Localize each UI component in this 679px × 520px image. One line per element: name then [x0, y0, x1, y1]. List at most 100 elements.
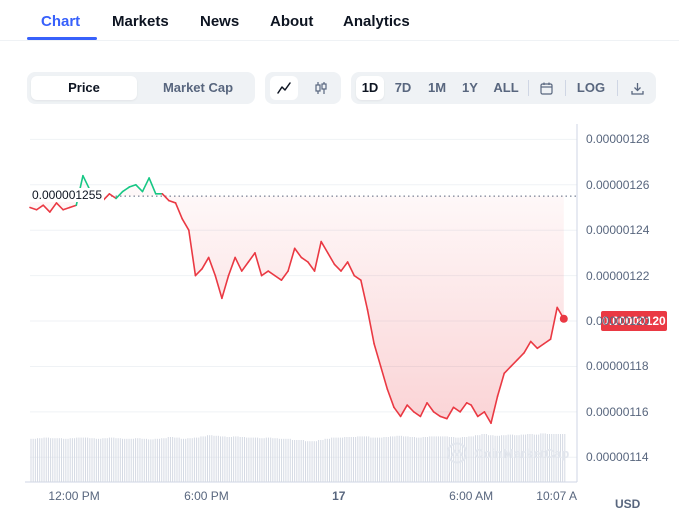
volume-bar: [250, 437, 252, 482]
price-line-segment: [333, 263, 342, 272]
volume-bar: [139, 438, 141, 482]
range-1m-button[interactable]: 1M: [427, 80, 447, 95]
volume-bar: [440, 436, 442, 482]
volume-bar: [368, 436, 370, 482]
price-markers: [559, 314, 568, 323]
volume-bar: [422, 437, 424, 482]
volume-bar: [98, 438, 100, 482]
volume-bar: [322, 440, 324, 482]
volume-bar: [453, 437, 455, 482]
volume-bar: [296, 440, 298, 482]
volume-bar: [311, 441, 313, 482]
y-axis-tick: 0.00000120: [586, 314, 650, 329]
volume-bar: [37, 438, 39, 482]
volume-bar: [100, 438, 102, 482]
volume-bar: [154, 438, 156, 482]
price-line-segment: [135, 183, 144, 193]
volume-bar: [324, 438, 326, 482]
price-line-segment: [214, 274, 223, 300]
calendar-icon[interactable]: [532, 76, 560, 100]
active-tab-indicator: [27, 37, 97, 40]
volume-bar: [141, 438, 143, 482]
range-all-button[interactable]: ALL: [493, 80, 519, 95]
volume-bar: [509, 434, 511, 482]
tab-news[interactable]: News: [200, 13, 240, 30]
candlestick-icon[interactable]: [307, 76, 335, 100]
volume-bar: [522, 434, 524, 482]
x-axis-tick: 10:07 A: [536, 489, 577, 503]
volume-bar: [193, 437, 195, 482]
volume-bar: [355, 437, 357, 482]
volume-bar: [113, 437, 115, 482]
price-line-segment: [476, 411, 486, 418]
volume-bar: [183, 438, 184, 482]
line-chart-icon[interactable]: [270, 76, 298, 100]
volume-bar: [161, 438, 163, 482]
volume-bar: [47, 437, 49, 482]
x-axis-tick: 6:00 PM: [184, 489, 229, 503]
price-line-segment: [240, 261, 250, 272]
price-line-segment: [82, 174, 91, 191]
volume-bar: [551, 434, 553, 482]
range-1d-button[interactable]: 1D: [356, 76, 384, 100]
price-line-segment: [406, 404, 415, 413]
market-cap-toggle-button[interactable]: Market Cap: [162, 80, 234, 95]
y-axis-tick: 0.00000114: [586, 450, 649, 465]
volume-bar: [235, 436, 237, 482]
volume-bar: [148, 439, 150, 482]
price-line-segment: [340, 261, 349, 272]
volume-bar: [385, 437, 387, 482]
price-line-segment: [194, 267, 203, 277]
tab-about[interactable]: About: [270, 13, 314, 30]
price-line-segment: [419, 401, 428, 418]
price-toggle-button[interactable]: Price: [31, 76, 137, 100]
volume-bar: [546, 434, 548, 482]
volume-bar: [339, 437, 341, 482]
volume-bar: [257, 437, 259, 482]
volume-bars: [30, 433, 566, 482]
volume-bar: [333, 437, 335, 482]
volume-bar: [111, 437, 113, 482]
volume-bar: [213, 435, 215, 482]
volume-bar: [529, 434, 531, 482]
volume-bar: [346, 437, 348, 482]
volume-bar: [344, 437, 346, 482]
volume-bar: [553, 434, 555, 482]
volume-bar: [370, 437, 372, 482]
tab-chart[interactable]: Chart: [41, 13, 81, 30]
volume-bar: [318, 440, 320, 482]
volume-bar: [172, 437, 174, 482]
price-line-segment: [35, 204, 45, 211]
range-1y-button[interactable]: 1Y: [462, 80, 478, 95]
volume-bar: [348, 437, 350, 482]
price-line-segment: [549, 306, 558, 341]
range-7d-button[interactable]: 7D: [394, 80, 412, 95]
price-area-fill: [30, 175, 564, 424]
volume-bar: [400, 435, 402, 482]
price-line-segment: [188, 229, 197, 277]
volume-bar: [407, 436, 409, 482]
tab-markets[interactable]: Markets: [112, 13, 169, 30]
volume-bar: [178, 437, 180, 482]
volume-bar: [41, 438, 43, 482]
volume-bar: [156, 438, 158, 482]
log-scale-button[interactable]: LOG: [576, 80, 606, 95]
price-line-segment: [68, 204, 78, 209]
volume-bar: [350, 437, 352, 482]
price-line-segment: [536, 342, 545, 350]
volume-bar: [82, 437, 84, 482]
volume-bar: [106, 438, 108, 482]
volume-bar: [468, 436, 470, 482]
tab-bar: Chart Markets News About Analytics: [0, 0, 679, 41]
volume-bar: [89, 438, 91, 482]
volume-bar: [525, 434, 527, 482]
volume-bar: [335, 437, 337, 482]
volume-bar: [512, 434, 514, 482]
tab-analytics[interactable]: Analytics: [343, 13, 410, 30]
price-line-segment: [148, 177, 157, 195]
price-line-segment: [55, 202, 64, 211]
currency-label: USD: [615, 497, 641, 511]
volume-bar: [383, 437, 385, 482]
download-icon[interactable]: [623, 76, 651, 100]
